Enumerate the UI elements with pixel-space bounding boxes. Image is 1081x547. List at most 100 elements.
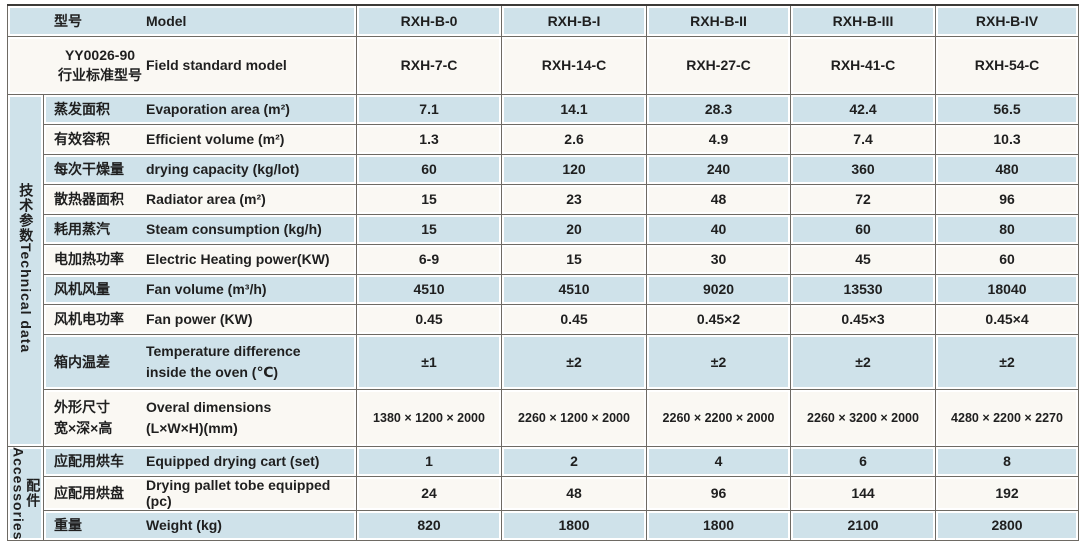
param-label-zh: 电加热功率 — [54, 251, 124, 267]
param-label-cell: 外形尺寸 宽×深×高 Overal dimensions (L×W×H)(mm) — [42, 388, 358, 447]
table-row: 有效容积 Efficient volume (m²) 1.3 2.6 4.9 7… — [8, 123, 1080, 155]
param-value-cell: ±2 — [501, 333, 648, 390]
table-row: 散热器面积 Radiator area (m²) 15 23 48 72 96 — [8, 183, 1080, 215]
param-label-zh: 风机风量 — [54, 281, 110, 297]
param-label-cell: 风机电功率 Fan power (KW) — [42, 303, 358, 335]
param-label-cell: 电加热功率 Electric Heating power(KW) — [42, 243, 358, 275]
param-value-cell: 240 — [646, 153, 792, 185]
param-label-zh: 蒸发面积 — [54, 101, 110, 117]
param-value-cell: 45 — [790, 243, 937, 275]
model-name-cell: RXH-B-II — [646, 4, 792, 37]
param-value-cell: 15 — [356, 213, 503, 245]
param-value-cell: 2260 × 1200 × 2000 — [501, 388, 648, 447]
standard-model-label-cell: YY0026-90 行业标准型号 Field standard model — [6, 35, 358, 95]
param-value-cell: 9020 — [646, 273, 792, 305]
model-header-zh: 型号 — [54, 12, 82, 29]
param-value-cell: 80 — [935, 213, 1080, 245]
table-row: 耗用蒸汽 Steam consumption (kg/h) 15 20 40 6… — [8, 213, 1080, 245]
param-label-en: Electric Heating power(KW) — [146, 251, 330, 267]
param-label-zh: 耗用蒸汽 — [54, 221, 110, 237]
param-label-en: Weight (kg) — [146, 517, 222, 534]
param-value-cell: 48 — [501, 475, 648, 511]
param-label-en: Evaporation area (m²) — [146, 101, 290, 117]
param-value-cell: 96 — [646, 475, 792, 511]
param-label-cell: 蒸发面积 Evaporation area (m²) — [42, 93, 358, 125]
table-row: 风机电功率 Fan power (KW) 0.45 0.45 0.45×2 0.… — [8, 303, 1080, 335]
param-label-en: Overal dimensions (L×W×H)(mm) — [146, 398, 272, 436]
param-value-cell: 0.45 — [501, 303, 648, 335]
table-row: 外形尺寸 宽×深×高 Overal dimensions (L×W×H)(mm)… — [8, 388, 1080, 447]
table-row: 电加热功率 Electric Heating power(KW) 6-9 15 … — [8, 243, 1080, 275]
standard-model-value-cell: RXH-7-C — [356, 35, 503, 95]
param-value-cell: 60 — [935, 243, 1080, 275]
param-value-cell: 1800 — [501, 509, 648, 542]
param-value-cell: 0.45×4 — [935, 303, 1080, 335]
param-value-cell: ±2 — [646, 333, 792, 390]
param-value-cell: 18040 — [935, 273, 1080, 305]
accessories-group-text: Accessories 配件 — [10, 446, 42, 541]
param-label-cell: 有效容积 Efficient volume (m²) — [42, 123, 358, 155]
param-label-zh: 重量 — [54, 517, 82, 534]
param-value-cell: 2260 × 3200 × 2000 — [790, 388, 937, 447]
param-value-cell: 4.9 — [646, 123, 792, 155]
param-value-cell: 4510 — [356, 273, 503, 305]
table-row: 箱内温差 Temperature difference inside the o… — [8, 333, 1080, 390]
param-value-cell: 0.45×2 — [646, 303, 792, 335]
model-header-en: Model — [146, 12, 187, 29]
param-value-cell: 4280 × 2200 × 2270 — [935, 388, 1080, 447]
param-value-cell: 15 — [501, 243, 648, 275]
param-value-cell: 6 — [790, 445, 937, 477]
standard-model-value-cell: RXH-27-C — [646, 35, 792, 95]
param-label-en: Temperature difference inside the oven (… — [146, 342, 301, 380]
param-value-cell: 24 — [356, 475, 503, 511]
param-value-cell: ±2 — [790, 333, 937, 390]
param-label-zh: 每次干燥量 — [54, 161, 124, 177]
table-row-standard: YY0026-90 行业标准型号 Field standard model RX… — [6, 35, 1080, 95]
standard-model-zh: YY0026-90 行业标准型号 — [58, 47, 142, 83]
model-header-cell: 型号 Model — [6, 4, 358, 37]
table-row: 应配用烘盘 Drying pallet tobe equipped (pc) 2… — [8, 475, 1080, 511]
param-value-cell: 7.4 — [790, 123, 937, 155]
param-value-cell: 60 — [356, 153, 503, 185]
param-value-cell: 40 — [646, 213, 792, 245]
param-label-cell: 重量 Weight (kg) — [42, 509, 358, 542]
param-label-en: Equipped drying cart (set) — [146, 453, 320, 470]
table-row: 重量 Weight (kg) 820 1800 1800 2100 2800 — [8, 509, 1080, 542]
param-value-cell: 0.45×3 — [790, 303, 937, 335]
technical-data-group-label: 技术参数Technical data — [7, 93, 44, 447]
param-value-cell: 2.6 — [501, 123, 648, 155]
standard-model-value-cell: RXH-54-C — [935, 35, 1080, 95]
param-value-cell: 360 — [790, 153, 937, 185]
technical-data-group-text: 技术参数Technical data — [18, 183, 35, 354]
table-row: 技术参数Technical data 蒸发面积 Evaporation area… — [7, 93, 1080, 447]
param-label-en: Steam consumption (kg/h) — [146, 221, 322, 237]
param-label-zh: 箱内温差 — [54, 353, 110, 370]
param-label-en: Radiator area (m²) — [146, 191, 266, 207]
param-label-cell: 箱内温差 Temperature difference inside the o… — [42, 333, 358, 390]
param-label-cell: 应配用烘车 Equipped drying cart (set) — [42, 445, 358, 477]
param-value-cell: 2100 — [790, 509, 937, 542]
param-label-cell: 应配用烘盘 Drying pallet tobe equipped (pc) — [42, 475, 358, 511]
model-name-cell: RXH-B-IV — [935, 4, 1080, 37]
param-value-cell: 192 — [935, 475, 1080, 511]
param-value-cell: 120 — [501, 153, 648, 185]
table-row: Accessories 配件 应配用烘车 Equipped drying car… — [7, 445, 1080, 542]
spec-sheet: 型号 Model RXH-B-0 RXH-B-I RXH-B-II RXH-B-… — [6, 4, 1080, 542]
param-value-cell: 2260 × 2200 × 2000 — [646, 388, 792, 447]
param-value-cell: 6-9 — [356, 243, 503, 275]
param-value-cell: 2 — [501, 445, 648, 477]
param-value-cell: 60 — [790, 213, 937, 245]
param-value-cell: 144 — [790, 475, 937, 511]
param-value-cell: 42.4 — [790, 93, 937, 125]
accessories-group-label: Accessories 配件 — [7, 445, 44, 542]
param-label-en: Drying pallet tobe equipped (pc) — [146, 477, 331, 510]
model-name-cell: RXH-B-0 — [356, 4, 503, 37]
param-label-cell: 每次干燥量 drying capacity (kg/lot) — [42, 153, 358, 185]
standard-model-en: Field standard model — [146, 57, 287, 73]
param-value-cell: 7.1 — [356, 93, 503, 125]
param-label-en: Fan volume (m³/h) — [146, 281, 267, 297]
param-value-cell: 1800 — [646, 509, 792, 542]
param-value-cell: 4510 — [501, 273, 648, 305]
param-value-cell: 48 — [646, 183, 792, 215]
param-label-zh: 应配用烘盘 — [54, 485, 124, 502]
